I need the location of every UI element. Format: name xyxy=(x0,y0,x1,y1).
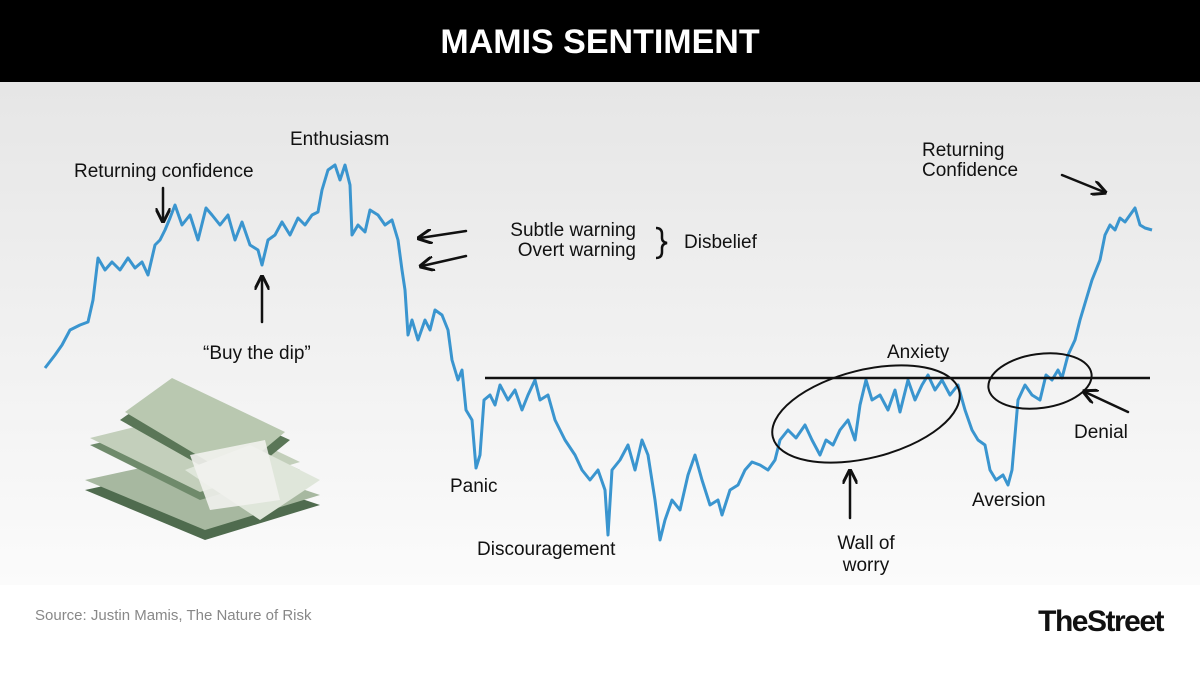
arrow xyxy=(420,231,468,238)
ellipse xyxy=(771,364,961,464)
brand-logo: TheStreet xyxy=(1038,605,1164,638)
source: Source: Justin Mamis, The Nature of Risk xyxy=(35,607,312,624)
arrow xyxy=(1060,173,1104,192)
annotation: worry xyxy=(842,555,890,576)
annotation: Denial xyxy=(1074,422,1128,443)
annotation: Returning confidence xyxy=(74,161,254,182)
sentiment-line xyxy=(43,163,1153,542)
brace xyxy=(655,226,668,260)
annotation: Anxiety xyxy=(887,342,950,363)
arrow xyxy=(422,254,468,266)
header-bar xyxy=(0,0,1200,82)
money-illustration xyxy=(85,378,320,540)
ellipse xyxy=(987,352,1093,410)
annotation: Overt warning xyxy=(518,240,636,261)
annotation: Discouragement xyxy=(477,539,616,560)
annotation: Panic xyxy=(450,476,498,497)
annotation: Aversion xyxy=(972,490,1046,511)
arrow xyxy=(1085,392,1130,414)
annotation: “Buy the dip” xyxy=(203,343,311,364)
annotation: Confidence xyxy=(922,160,1018,181)
annotation: Disbelief xyxy=(684,232,758,253)
annotation: Subtle warning xyxy=(510,220,636,241)
title: MAMIS SENTIMENT xyxy=(440,23,759,61)
annotation: Returning xyxy=(922,140,1004,161)
annotation: Wall of xyxy=(837,533,895,554)
annotation: Enthusiasm xyxy=(290,129,389,150)
